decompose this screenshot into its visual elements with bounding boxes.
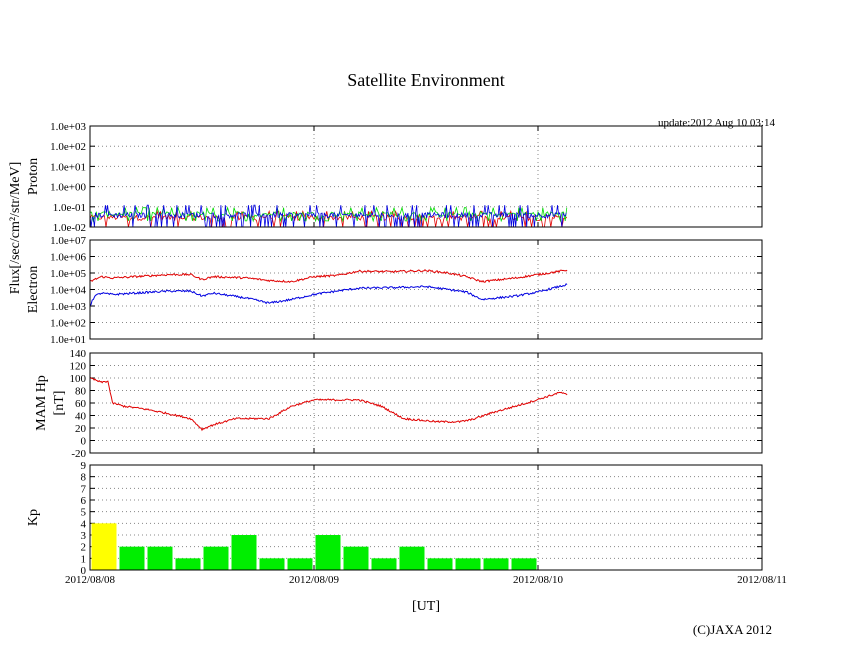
y-axis-label: Proton [26,158,41,195]
panel-frame-proton [89,125,763,228]
y-tick-label: 40 [75,411,87,423]
proton-series-blue [89,204,567,228]
y-tick-label: 8 [81,472,87,484]
chart-title: Satellite Environment [347,70,504,90]
x-axis-label: [UT] [412,599,440,614]
y-tick-label: 80 [75,386,87,398]
y-tick-label: 4 [81,518,87,530]
kp-bar [287,558,313,570]
kp-bar [455,558,481,570]
y-tick-label: 1.0e+05 [50,268,86,280]
y-tick-label: 7 [81,483,87,495]
y-tick-label: 120 [70,361,87,373]
y-tick-label: 60 [75,398,87,410]
y-tick-label: 1.0e+03 [50,301,86,313]
x-tick-label: 2012/08/10 [513,574,564,586]
mam_hp-series-red [89,376,568,432]
y-axis-label: [nT] [52,391,67,416]
y-tick-label: 1.0e+02 [50,318,86,330]
y-tick-label: 2 [81,542,87,554]
y-tick-label: 1.0e+04 [50,285,86,297]
y-tick-label: 1.0e+01 [50,334,86,346]
y-tick-label: 0 [81,565,87,577]
kp-bar [315,535,341,570]
kp-bar [119,546,145,570]
y-tick-label: -20 [71,448,86,460]
update-timestamp: update:2012 Aug 10 03:14 [658,117,776,129]
panel-frame-electron [89,239,763,340]
kp-bar [175,558,201,570]
kp-bar [371,558,397,570]
y-tick-label: 9 [81,460,87,472]
y-tick-label: 1.0e-02 [53,222,86,234]
y-tick-label: 1.0e+02 [50,141,86,153]
y-tick-label: 1.0e-01 [53,202,86,214]
y-tick-label: 1.0e+00 [50,182,86,194]
panel-frame-kp [89,464,763,571]
x-tick-label: 2012/08/08 [65,574,116,586]
kp-bar [343,546,369,570]
kp-bar [147,546,173,570]
y-axis-label: Kp [26,509,41,526]
y-tick-label: 100 [70,373,87,385]
y-tick-label: 5 [81,507,87,519]
y-tick-label: 6 [81,495,87,507]
y-axis-label: Flux[/sec/cm²/str/MeV] [8,162,23,295]
y-tick-label: 1 [81,553,87,565]
y-tick-label: 1.0e+06 [50,252,86,264]
y-tick-label: 20 [75,423,87,435]
y-axis-label: MAM Hp [34,375,49,431]
kp-bar [91,523,117,570]
y-tick-label: 0 [81,436,87,448]
kp-bar [231,535,257,570]
kp-bar [259,558,285,570]
y-tick-label: 140 [70,348,87,360]
electron-series-blue [89,283,568,307]
x-tick-label: 2012/08/09 [289,574,340,586]
y-tick-label: 1.0e+03 [50,121,86,133]
kp-bar [511,558,537,570]
electron-series-red [89,268,568,283]
copyright-label: (C)JAXA 2012 [693,622,772,637]
y-tick-label: 3 [81,530,87,542]
kp-bar [399,546,425,570]
kp-bar [203,546,229,570]
y-axis-label: Electron [26,266,41,313]
kp-bar [483,558,509,570]
kp-bar [427,558,453,570]
panel-frame-mam_hp [89,352,763,454]
y-tick-label: 1.0e+01 [50,161,86,173]
x-tick-label: 2012/08/11 [737,574,787,586]
y-tick-label: 1.0e+07 [50,235,86,247]
